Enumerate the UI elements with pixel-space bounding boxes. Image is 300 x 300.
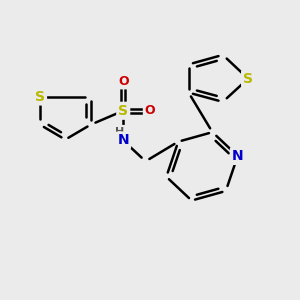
Text: N: N	[232, 149, 244, 163]
Text: O: O	[145, 104, 155, 117]
Text: S: S	[35, 89, 45, 103]
Text: N: N	[117, 134, 129, 148]
Text: H: H	[115, 127, 124, 136]
Text: S: S	[243, 72, 253, 86]
Text: S: S	[118, 104, 128, 118]
Text: O: O	[118, 74, 129, 88]
